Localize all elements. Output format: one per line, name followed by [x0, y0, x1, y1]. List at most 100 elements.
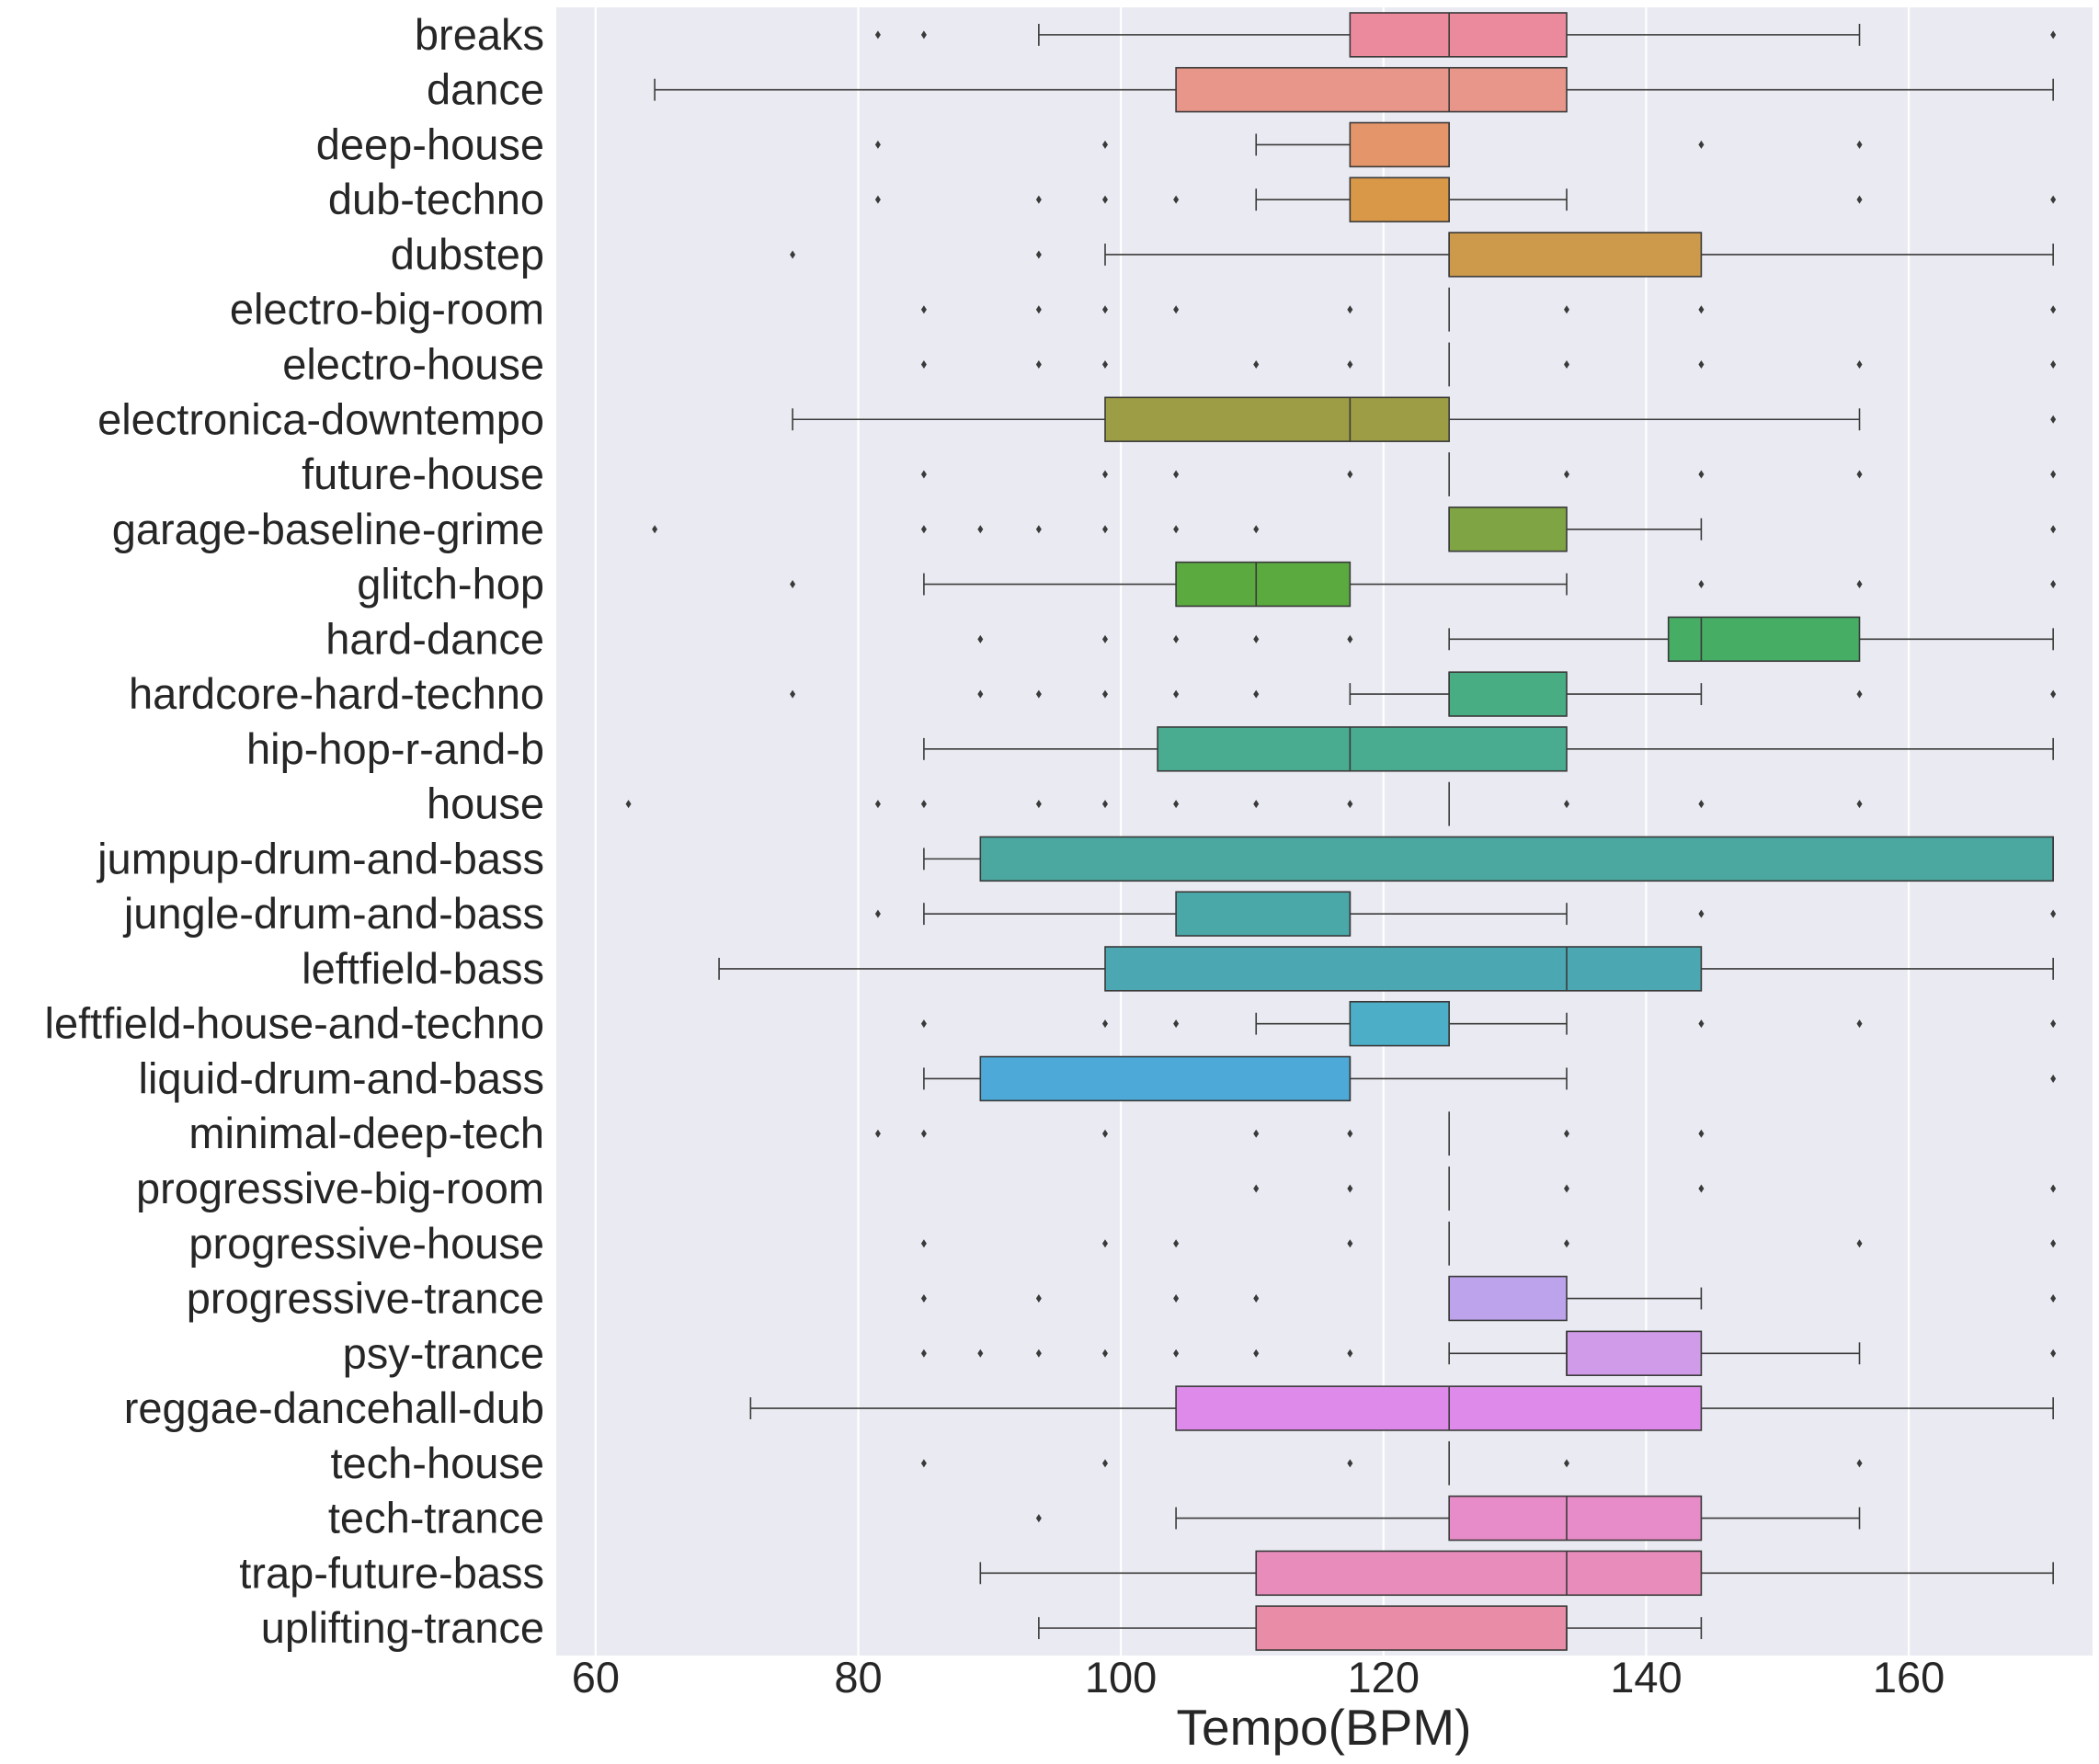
- outlier-point: [2050, 909, 2057, 918]
- outlier-point: [1856, 1239, 1863, 1248]
- outlier-point: [1101, 1459, 1108, 1468]
- outlier-point: [1564, 1239, 1570, 1248]
- outlier-point: [1035, 305, 1042, 314]
- y-tick-label: tech-trance: [328, 1494, 544, 1542]
- x-tick-label: 120: [1348, 1653, 1420, 1701]
- box-liquid-drum-and-bass: [923, 1055, 2057, 1102]
- box-breaks: [874, 12, 2057, 58]
- outlier-point: [2050, 1294, 2057, 1303]
- outlier-point: [2050, 359, 2057, 369]
- outlier-point: [2050, 689, 2057, 699]
- outlier-point: [2050, 30, 2057, 40]
- y-tick-label: uplifting-trance: [261, 1603, 544, 1652]
- y-tick-label: jungle-drum-and-bass: [122, 889, 544, 938]
- outlier-point: [1253, 1294, 1260, 1303]
- y-tick-label: dance: [427, 65, 544, 114]
- outlier-point: [1253, 634, 1260, 643]
- outlier-point: [920, 800, 927, 809]
- outlier-point: [1856, 1459, 1863, 1468]
- outlier-point: [1035, 1514, 1042, 1523]
- outlier-point: [1253, 525, 1260, 534]
- box-dubstep: [790, 232, 2054, 278]
- box-progressive-trance: [920, 1275, 2057, 1322]
- outlier-point: [874, 1129, 881, 1138]
- iqr-box: [1175, 561, 1352, 608]
- outlier-point: [1253, 1129, 1260, 1138]
- outlier-point: [1347, 1184, 1353, 1193]
- y-tick-label: future-house: [302, 450, 544, 498]
- y-tick-label: breaks: [415, 10, 544, 59]
- outlier-point: [1173, 800, 1180, 809]
- y-tick-label: dubstep: [391, 230, 544, 279]
- box-trap-future-bass: [979, 1550, 2054, 1597]
- outlier-point: [977, 1349, 984, 1358]
- outlier-point: [1173, 470, 1180, 479]
- box-future-house: [920, 452, 2057, 496]
- outlier-point: [2050, 415, 2057, 424]
- outlier-point: [1101, 195, 1108, 204]
- outlier-point: [1173, 634, 1180, 643]
- box-hardcore-hard-techno: [790, 671, 2057, 717]
- box-leftfield-house-and-techno: [920, 1000, 2057, 1047]
- outlier-point: [1253, 800, 1260, 809]
- outlier-point: [920, 1294, 927, 1303]
- outlier-point: [1101, 359, 1108, 369]
- x-tick-label: 100: [1085, 1653, 1157, 1701]
- outlier-point: [1035, 195, 1042, 204]
- outlier-point: [2050, 1019, 2057, 1029]
- outlier-point: [2050, 195, 2057, 204]
- x-tick-label: 80: [834, 1653, 882, 1701]
- outlier-point: [2050, 525, 2057, 534]
- iqr-box: [1157, 726, 1568, 772]
- iqr-box: [1175, 891, 1352, 937]
- y-tick-label: progressive-trance: [187, 1274, 544, 1323]
- outlier-point: [1035, 689, 1042, 699]
- outlier-point: [874, 800, 881, 809]
- box-tech-trance: [1035, 1495, 1861, 1542]
- outlier-point: [1856, 580, 1863, 589]
- y-tick-label: leftfield-house-and-techno: [45, 999, 544, 1048]
- outlier-point: [1347, 470, 1353, 479]
- outlier-point: [1101, 689, 1108, 699]
- box-tech-house: [920, 1440, 1863, 1485]
- outlier-point: [1253, 1184, 1260, 1193]
- outlier-point: [920, 1129, 927, 1138]
- outlier-point: [1347, 359, 1353, 369]
- iqr-box: [1349, 176, 1450, 222]
- outlier-point: [2050, 1239, 2057, 1248]
- outlier-point: [1101, 800, 1108, 809]
- box-layer: [625, 12, 2057, 1651]
- box-reggae-dancehall-dub: [749, 1385, 2054, 1431]
- box-dub-techno: [874, 176, 2057, 222]
- y-tick-label: hard-dance: [325, 614, 544, 663]
- outlier-point: [1564, 359, 1570, 369]
- outlier-point: [920, 359, 927, 369]
- outlier-point: [1856, 470, 1863, 479]
- outlier-point: [1564, 800, 1570, 809]
- outlier-point: [1173, 525, 1180, 534]
- outlier-point: [2050, 305, 2057, 314]
- outlier-point: [1698, 1184, 1705, 1193]
- outlier-point: [1173, 195, 1180, 204]
- outlier-point: [1253, 1349, 1260, 1358]
- y-tick-label: leftfield-bass: [302, 944, 544, 993]
- outlier-point: [1564, 1459, 1570, 1468]
- outlier-point: [1856, 195, 1863, 204]
- y-tick-label: deep-house: [316, 119, 544, 168]
- outlier-point: [625, 800, 632, 809]
- outlier-point: [1101, 470, 1108, 479]
- iqr-box: [1566, 1330, 1703, 1376]
- plot-background: [556, 7, 2093, 1656]
- x-axis-label: Tempo(BPM): [1177, 1699, 1472, 1756]
- outlier-point: [920, 525, 927, 534]
- box-minimal-deep-tech: [874, 1111, 1705, 1156]
- box-progressive-big-room: [1253, 1167, 2057, 1211]
- outlier-point: [1173, 1294, 1180, 1303]
- outlier-point: [920, 1019, 927, 1029]
- iqr-box: [1175, 66, 1568, 113]
- outlier-point: [920, 30, 927, 40]
- y-tick-labels: breaks dance deep-house dub-techno dubstep el…: [45, 10, 544, 1652]
- y-tick-label: hardcore-hard-techno: [129, 669, 544, 718]
- outlier-point: [1698, 1019, 1705, 1029]
- outlier-point: [1253, 359, 1260, 369]
